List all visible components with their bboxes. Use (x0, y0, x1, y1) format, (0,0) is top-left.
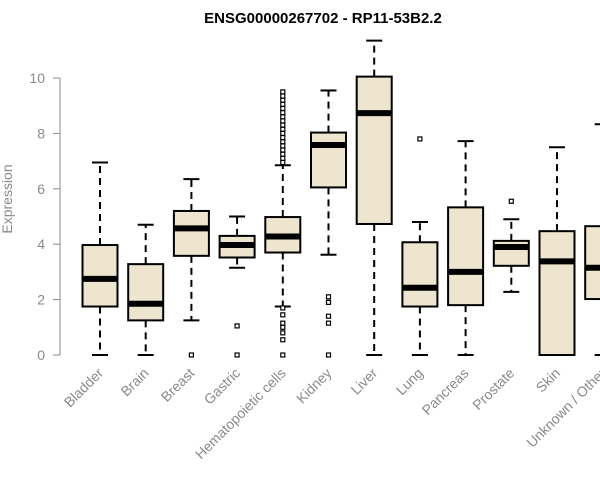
outlier-point (234, 323, 240, 329)
chart-title: ENSG00000267702 - RP11-53B2.2 (204, 10, 442, 27)
outlier-point (280, 324, 286, 330)
y-tick-label: 10 (29, 70, 45, 86)
outlier-point (280, 134, 286, 141)
iqr-box (127, 263, 165, 322)
outlier-point (325, 352, 332, 358)
outlier-point (280, 97, 286, 103)
x-tick-label: Prostate (469, 365, 517, 413)
box-gastric (218, 215, 256, 358)
outlier-point (325, 299, 332, 305)
iqr-box (81, 244, 119, 308)
iqr-box (447, 206, 485, 307)
outlier-point (417, 136, 423, 142)
outlier-point (234, 352, 240, 358)
outlier-point (280, 118, 286, 124)
outlier-point (508, 198, 514, 204)
box-brain (127, 223, 165, 356)
box-bladder (81, 161, 119, 356)
box-kidney (310, 89, 347, 358)
y-tick-label: 2 (37, 292, 45, 308)
y-axis: 0 2 4 6 8 10 (29, 70, 61, 363)
outlier-point (325, 320, 332, 326)
box-unknown-other (584, 123, 600, 356)
iqr-box (310, 131, 347, 189)
y-tick-label: 4 (37, 236, 45, 252)
box-prostate (492, 198, 530, 293)
y-tick-label: 8 (37, 125, 45, 141)
outlier-point (280, 139, 286, 145)
outlier-point (280, 155, 286, 161)
box-liver (355, 39, 393, 356)
iqr-box (355, 75, 393, 225)
box-lung (401, 136, 439, 356)
x-tick-label: Skin (533, 365, 564, 396)
x-tick-label: Lung (393, 365, 426, 398)
x-tick-label: Hematopoietic cells (192, 365, 289, 462)
outlier-point (280, 143, 286, 149)
outlier-point (280, 122, 286, 128)
outlier-point (280, 126, 286, 132)
outlier-point (280, 330, 286, 336)
outlier-point (280, 110, 286, 116)
iqr-box (584, 225, 600, 301)
outlier-point (280, 159, 286, 166)
iqr-box (538, 230, 576, 356)
iqr-box (172, 209, 210, 257)
box-breast (172, 178, 210, 358)
outlier-point (280, 151, 286, 157)
x-tick-label: Bladder (61, 365, 107, 411)
x-tick-label: Kidney (293, 365, 335, 407)
outlier-point (280, 147, 286, 153)
outlier-point (280, 305, 286, 311)
outlier-point (280, 312, 286, 318)
outlier-point (280, 114, 286, 120)
outlier-point (325, 313, 332, 319)
y-axis-label: Expression (0, 164, 15, 233)
outlier-point (280, 352, 286, 358)
y-tick-label: 6 (37, 181, 45, 197)
iqr-box (401, 241, 439, 308)
box-hematopoietic-cells (264, 89, 302, 358)
x-tick-label: Pancreas (419, 365, 472, 418)
x-tick-label: Brain (117, 365, 151, 399)
outlier-point (325, 294, 332, 300)
outlier-point (280, 101, 286, 107)
box-skin (538, 146, 576, 356)
outlier-point (280, 320, 286, 326)
outlier-point (280, 337, 286, 343)
x-tick-label: Liver (348, 365, 381, 398)
outlier-point (280, 93, 286, 99)
x-tick-label: Breast (158, 365, 198, 405)
outlier-point (280, 89, 286, 95)
box-pancreas (447, 140, 485, 356)
outlier-point (280, 130, 286, 136)
outlier-point (280, 105, 286, 112)
box-group (81, 39, 600, 358)
outlier-point (188, 352, 194, 358)
x-tick-label: Gastric (201, 365, 244, 408)
y-tick-label: 0 (37, 347, 45, 363)
